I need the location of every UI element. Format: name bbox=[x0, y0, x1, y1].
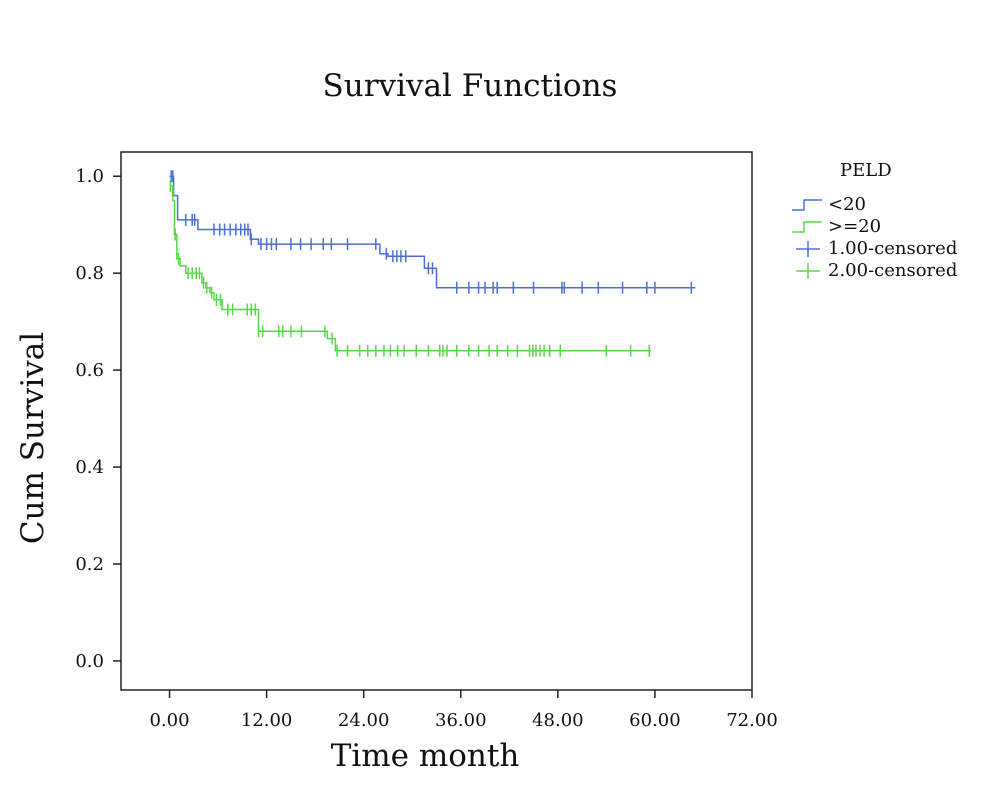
y-tick-label: 0.6 bbox=[75, 360, 104, 381]
x-tick-label: 72.00 bbox=[726, 710, 778, 731]
legend-plus-icon-2 bbox=[796, 263, 820, 279]
y-tick-label: 0.8 bbox=[75, 263, 104, 284]
legend-item-censored-2: 2.00-censored bbox=[790, 260, 990, 282]
legend-plus-icon-1 bbox=[796, 241, 820, 257]
legend-label-censored-1: 1.00-censored bbox=[828, 238, 958, 259]
y-tick-label: 0.0 bbox=[75, 651, 104, 672]
x-tick-label: 12.00 bbox=[241, 710, 293, 731]
legend-step-swatch-lt20 bbox=[792, 199, 822, 211]
legend-item-lt20: <20 bbox=[790, 194, 990, 216]
y-tick-label: 1.0 bbox=[75, 166, 104, 187]
y-axis-title: Cum Survival bbox=[15, 331, 51, 545]
legend-step-line-ge20 bbox=[792, 221, 822, 233]
plot-frame bbox=[120, 151, 753, 691]
series-1-survival-curve bbox=[169, 175, 696, 289]
legend-label-lt20: <20 bbox=[828, 194, 866, 215]
legend-label-ge20: >=20 bbox=[828, 216, 882, 237]
legend-label-censored-2: 2.00-censored bbox=[828, 260, 958, 281]
legend-step-line-lt20 bbox=[792, 199, 822, 211]
x-tick-label: 48.00 bbox=[532, 710, 584, 731]
chart-title: Survival Functions bbox=[322, 68, 618, 104]
x-tick-label: 36.00 bbox=[435, 710, 487, 731]
y-tick-label: 0.4 bbox=[75, 457, 104, 478]
legend-item-censored-1: 1.00-censored bbox=[790, 238, 990, 260]
legend-item-ge20: >=20 bbox=[790, 216, 990, 238]
y-tick-label: 0.2 bbox=[75, 554, 104, 575]
x-tick-label: 60.00 bbox=[629, 710, 681, 731]
x-tick-label: 24.00 bbox=[338, 710, 390, 731]
x-tick-label: 0.00 bbox=[149, 710, 189, 731]
series-2-survival-curve bbox=[169, 185, 651, 352]
legend-step-swatch-ge20 bbox=[792, 221, 822, 233]
legend-title: PELD bbox=[840, 160, 892, 181]
